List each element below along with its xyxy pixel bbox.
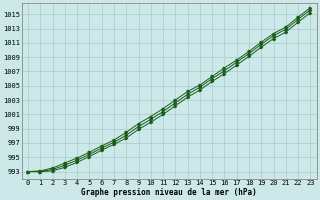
X-axis label: Graphe pression niveau de la mer (hPa): Graphe pression niveau de la mer (hPa) xyxy=(81,188,257,197)
